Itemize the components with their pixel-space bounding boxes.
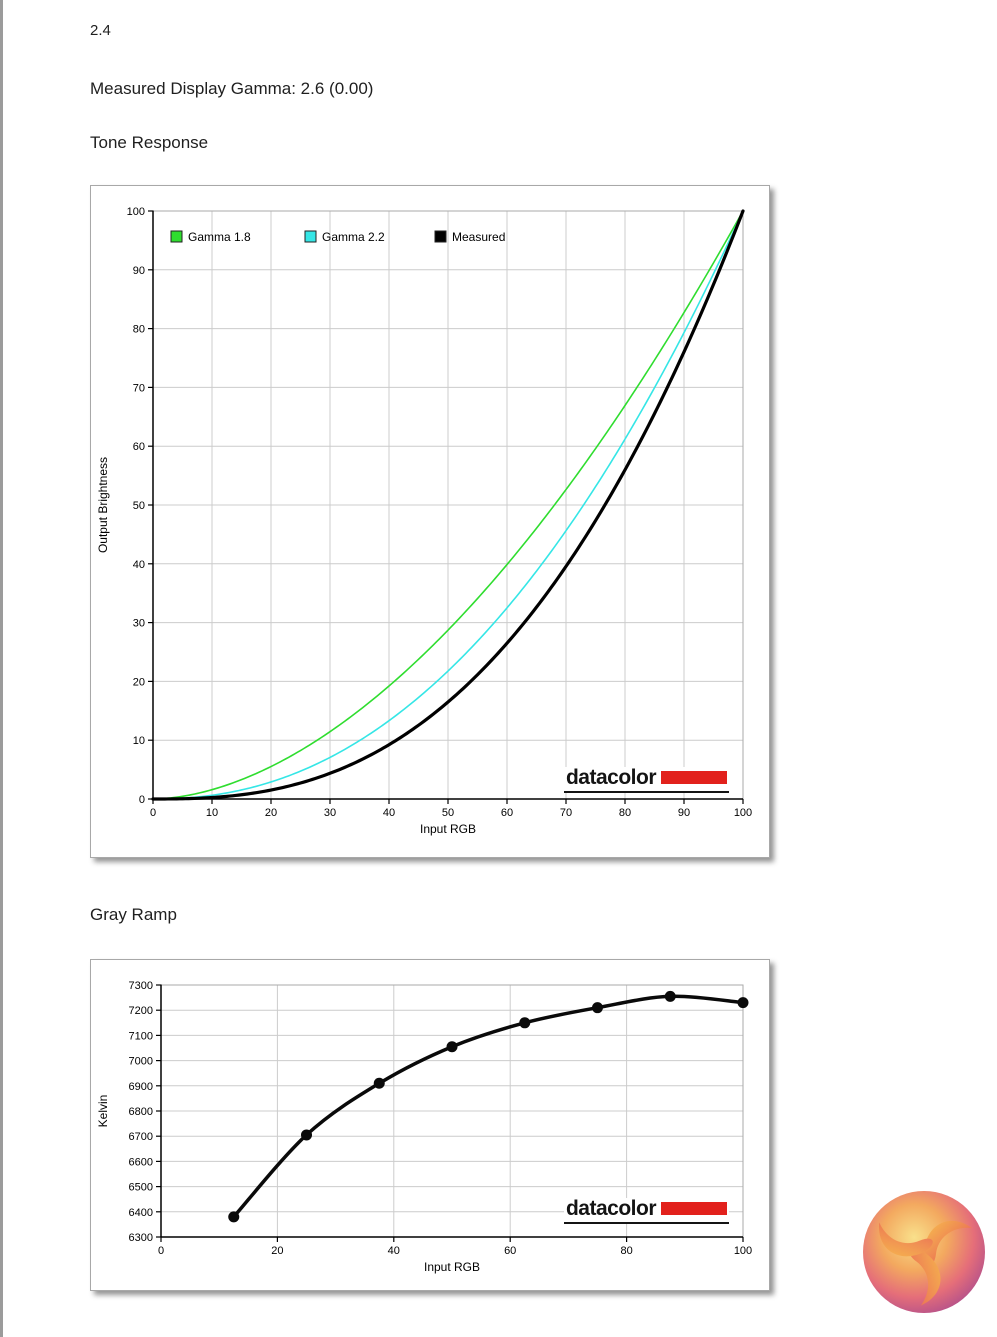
- x-tick-label: 40: [383, 807, 395, 819]
- y-tick-label: 20: [133, 676, 145, 688]
- datacolor-logo: datacolor: [563, 766, 729, 793]
- measured-gamma-text: Measured Display Gamma: 2.6 (0.00): [90, 79, 374, 98]
- page-left-border: [0, 0, 3, 1337]
- y-tick-label: 6300: [129, 1232, 153, 1244]
- x-tick-label: 100: [734, 1245, 752, 1257]
- data-point: [664, 990, 676, 1002]
- x-axis-label: Input RGB: [420, 822, 476, 836]
- y-tick-label: 60: [133, 441, 145, 453]
- gamma-setting-value: 2.4: [90, 22, 111, 39]
- legend-label: Gamma 1.8: [188, 230, 251, 244]
- y-tick-label: 7000: [129, 1056, 153, 1068]
- y-tick-label: 80: [133, 324, 145, 336]
- tone-response-plot: 0 10 20 30 40 50 60 70 80 90 100 0 10 20 30 40 50 60 70 80 9…: [96, 206, 752, 836]
- y-tick-label: 90: [133, 265, 145, 277]
- y-tick-label: 30: [133, 618, 145, 630]
- x-tick-label: 20: [271, 1245, 283, 1257]
- x-tick-label: 30: [324, 807, 336, 819]
- y-tick-label: 10: [133, 735, 145, 747]
- datacolor-logo: datacolor: [563, 1197, 729, 1224]
- data-point: [737, 997, 749, 1009]
- y-tick-label: 40: [133, 559, 145, 571]
- x-tick-label: 10: [206, 807, 218, 819]
- kitguru-logo-swirl: [879, 1220, 972, 1306]
- gray-ramp-plot: 0 20 40 60 80 100 6300 6400 6500 6600 6700 6800 6900…: [96, 980, 752, 1274]
- gray-ramp-heading: Gray Ramp: [90, 905, 177, 924]
- y-tick-label: 6800: [129, 1106, 153, 1118]
- x-tick-label: 80: [620, 1245, 632, 1257]
- x-tick-label: 60: [501, 807, 513, 819]
- x-tick-label: 20: [265, 807, 277, 819]
- series-line: [151, 209, 745, 801]
- y-tick-label: 6500: [129, 1182, 153, 1194]
- data-point: [446, 1041, 458, 1053]
- legend-swatch: [434, 230, 447, 243]
- datacolor-wordmark: datacolor: [565, 766, 657, 789]
- x-tick-label: 40: [388, 1245, 400, 1257]
- datacolor-wordmark: datacolor: [565, 1197, 657, 1220]
- x-tick-label: 60: [504, 1245, 516, 1257]
- data-point: [519, 1017, 531, 1029]
- y-tick-label: 7200: [129, 1005, 153, 1017]
- y-tick-label: 6900: [129, 1081, 153, 1093]
- legend-label: Gamma 2.2: [322, 230, 385, 244]
- series-line: [152, 210, 744, 800]
- datacolor-red-bar: [661, 771, 727, 784]
- legend-swatch: [170, 230, 183, 243]
- legend-swatch: [304, 230, 317, 243]
- x-tick-label: 0: [150, 807, 156, 819]
- x-tick-label: 90: [678, 807, 690, 819]
- y-tick-label: 7300: [129, 980, 153, 992]
- y-tick-label: 50: [133, 500, 145, 512]
- kitguru-logo: [863, 1191, 985, 1313]
- x-tick-label: 100: [734, 807, 752, 819]
- y-tick-label: 6600: [129, 1156, 153, 1168]
- legend-label: Measured: [452, 230, 505, 244]
- datacolor-red-bar: [661, 1202, 727, 1215]
- x-axis-label: Input RGB: [424, 1260, 480, 1274]
- tone-response-chart: 0 10 20 30 40 50 60 70 80 90 100 0 10 20 30 40 50 60 70 80 9…: [90, 185, 770, 858]
- data-point: [592, 1002, 603, 1014]
- y-tick-label: 70: [133, 382, 145, 394]
- tone-response-heading: Tone Response: [90, 133, 209, 152]
- y-axis-label: Kelvin: [96, 1095, 110, 1128]
- y-tick-label: 100: [127, 206, 145, 218]
- x-tick-label: 50: [442, 807, 454, 819]
- x-tick-label: 70: [560, 807, 572, 819]
- gray-ramp-chart: 0 20 40 60 80 100 6300 6400 6500 6600 6700 6800 6900…: [90, 959, 770, 1291]
- data-point: [228, 1211, 240, 1223]
- y-tick-label: 7100: [129, 1030, 153, 1042]
- y-axis-label: Output Brightness: [96, 457, 110, 553]
- y-tick-label: 6400: [129, 1207, 153, 1219]
- series-line: [232, 994, 745, 1219]
- data-point: [301, 1129, 312, 1141]
- x-tick-label: 80: [619, 807, 631, 819]
- data-point: [373, 1077, 385, 1089]
- y-tick-label: 6700: [129, 1131, 153, 1143]
- series-line: [152, 210, 744, 800]
- y-tick-label: 0: [139, 794, 145, 806]
- x-tick-label: 0: [158, 1245, 164, 1257]
